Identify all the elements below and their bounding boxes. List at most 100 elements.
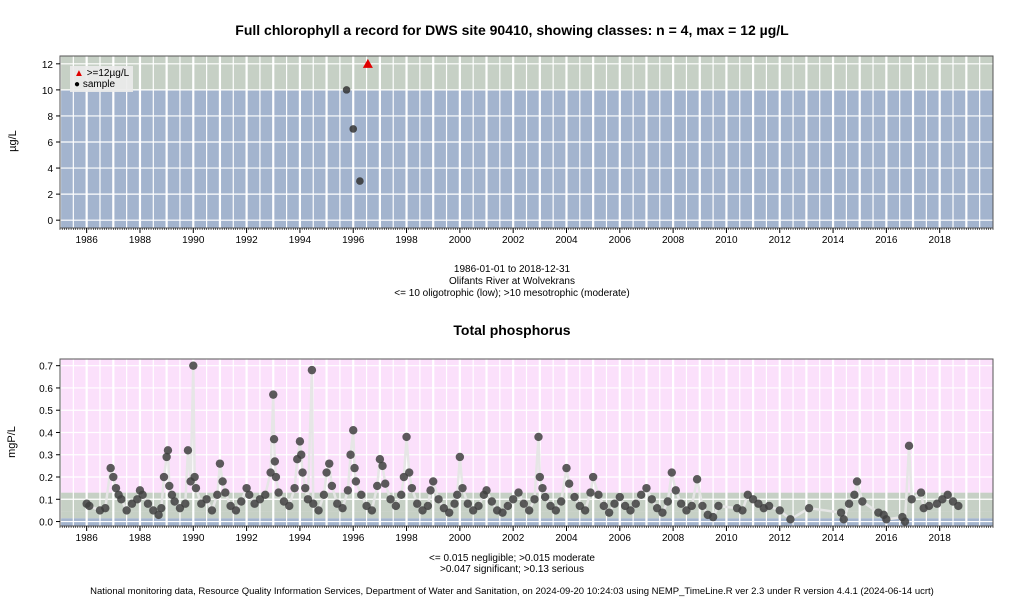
footer-credit: National monitoring data, Resource Quali… [90,586,934,597]
y-tick-label: 0.5 [39,406,53,417]
phosphorus-caption-line-2: >0.047 significant; >0.13 serious [440,564,584,575]
data-point [850,490,859,500]
data-point [631,499,640,508]
data-point [698,501,707,511]
data-point [663,497,672,506]
data-point [351,477,361,486]
data-point [314,506,323,515]
x-tick-label: 2010 [715,235,738,246]
data-point [215,459,225,468]
y-tick-label: 0.7 [39,362,53,373]
data-point [162,452,171,462]
x-tick-label: 2008 [662,533,685,544]
data-point [676,499,686,508]
data-point [804,503,814,513]
x-tick-label: 2000 [449,533,472,544]
chlorophyll-caption-line-3: <= 10 oligotrophic (low); >10 mesotrophi… [394,288,630,299]
data-point [274,488,283,497]
x-tick-label: 2014 [822,533,845,544]
data-point [463,499,473,508]
x-tick-label: 2010 [715,533,738,544]
data-point [426,486,435,495]
y-tick-label: 0.4 [39,428,53,439]
data-point [170,497,179,506]
data-point [452,490,462,500]
x-tick-label: 1996 [342,235,365,246]
x-tick-label: 1986 [76,533,99,544]
data-point [138,490,147,500]
data-point [342,86,351,94]
data-point [839,515,848,524]
x-tick-label: 2000 [449,235,472,246]
data-point [615,492,624,502]
data-point [714,501,723,511]
chlorophyll-chart: 0 2 4 6 8 10 12 1986 1988 1990 1992 1994 1996 1998 200… [42,55,994,246]
data-point [111,483,121,493]
data-point [514,488,523,497]
y-tick-label: 8 [47,112,53,123]
data-point [904,441,914,451]
data-point [562,463,571,473]
x-tick-label: 2012 [769,533,792,544]
x-tick-label: 2004 [555,533,578,544]
x-tick-label: 2004 [555,235,578,246]
data-point [295,437,305,446]
data-point [165,481,174,491]
data-point [338,503,347,513]
data-point [455,452,465,462]
y-tick-label: 0.1 [39,495,53,506]
data-point [381,479,390,488]
data-point [524,506,534,515]
data-point [924,501,934,511]
x-tick-label: 1998 [395,235,418,246]
data-point [373,481,382,491]
data-point [391,501,401,511]
data-point [378,461,387,471]
data-point [538,483,547,493]
x-tick-label: 1990 [182,533,205,544]
data-point [154,510,163,520]
data-point [636,490,646,500]
x-tick-label: 2012 [769,235,792,246]
y-tick-label: 0.0 [39,518,53,529]
data-point [508,495,518,504]
data-point [444,508,454,517]
x-tick-label: 2002 [502,235,525,246]
data-point [530,495,539,504]
data-point [519,499,529,508]
data-point [242,483,251,493]
chlorophyll-legend: ▲ >=12µg/L ● sample [70,66,134,92]
y-tick-label: 0 [47,216,53,227]
data-point [540,492,550,502]
data-point [101,503,110,513]
data-point [402,432,411,442]
x-tick-label: 1990 [182,235,205,246]
data-point [407,483,417,493]
data-point [775,506,784,515]
data-point [580,506,590,515]
chlorophyll-chart-title: Full chlorophyll a record for DWS site 9… [235,22,789,38]
data-point [943,490,952,500]
data-point [429,477,438,486]
data-point [159,472,169,482]
data-point [556,497,566,506]
data-point [882,515,891,524]
phosphorus-chart: 0.0 0.1 0.2 0.3 0.4 0.5 0.6 0.7 1986 1988 1990 1992… [39,358,994,544]
legend-item-sample: ● sample [74,79,116,90]
data-point [708,512,718,522]
phosphorus-chart-title: Total phosphorus [453,322,571,338]
data-point [218,477,227,486]
data-point [109,472,118,482]
data-point [954,501,963,511]
data-point [356,177,364,185]
data-point [297,450,306,459]
x-tick-label: 2008 [662,235,685,246]
data-point [207,506,217,515]
data-point [367,506,377,515]
data-point [261,490,270,500]
data-point [764,501,774,511]
data-point [319,490,329,500]
x-tick-label: 2018 [929,235,952,246]
data-point [357,490,366,500]
legend-item-threshold: ▲ >=12µg/L [74,68,130,79]
